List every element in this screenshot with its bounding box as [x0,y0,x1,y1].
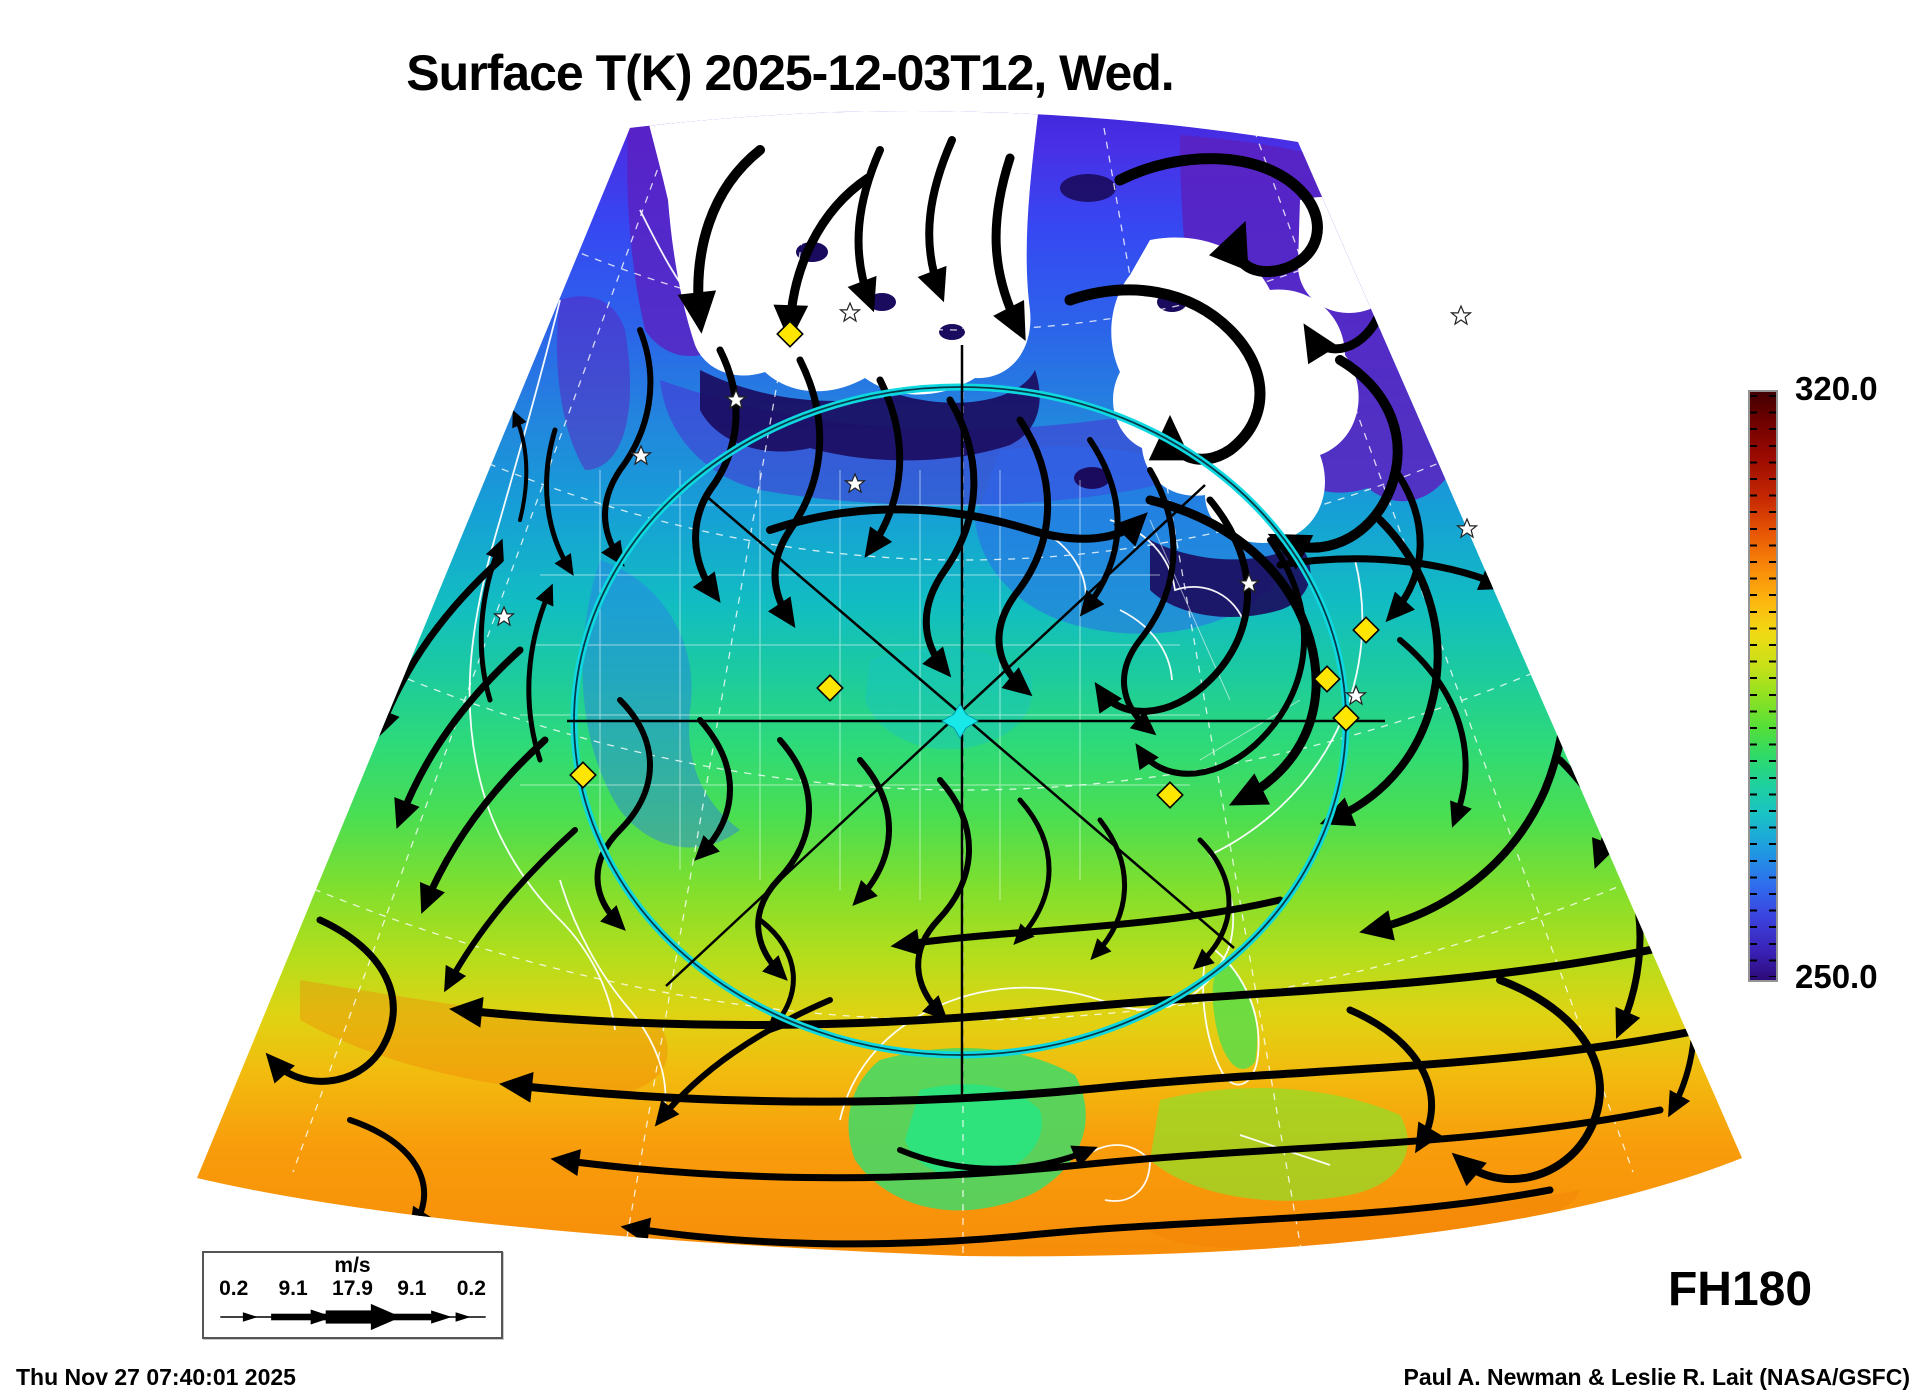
colorbar-min-label: 250.0 [1795,958,1878,995]
forecast-hour-label: FH180 [1667,1263,1813,1316]
colorbar-ticks-right [1769,395,1776,977]
wind-unit-label: m/s [334,1254,371,1277]
colorbar-max-label: 320.0 [1795,370,1878,407]
ring-center-star-icon [941,703,979,739]
colorbar-ticks-left [1750,395,1757,977]
temperature-colorbar [1748,390,1778,982]
station-diamond-markers [569,320,1380,809]
wind-speed-value: 0.2 [456,1277,486,1300]
creation-timestamp: Thu Nov 27 07:40:01 2025 [16,1364,296,1390]
wind-speed-legend: m/s 0.2 9.1 17.9 9.1 0.2 [202,1251,503,1339]
wind-speed-value: 0.2 [219,1277,249,1300]
wind-speed-value: 9.1 [278,1277,308,1300]
wind-streamlines [263,136,1704,1248]
credit-text: Paul A. Newman & Leslie R. Lait (NASA/GS… [1403,1364,1910,1390]
wind-speed-value: 17.9 [332,1277,373,1300]
wind-speed-value: 9.1 [397,1277,427,1300]
state-borders [520,470,1301,900]
wind-speed-values: 0.2 9.1 17.9 9.1 0.2 [204,1277,501,1300]
wind-arrow-scale-icon [219,1303,486,1331]
page-title: Surface T(K) 2025-12-03T12, Wed. [406,45,1174,101]
temperature-field [197,110,1742,1257]
